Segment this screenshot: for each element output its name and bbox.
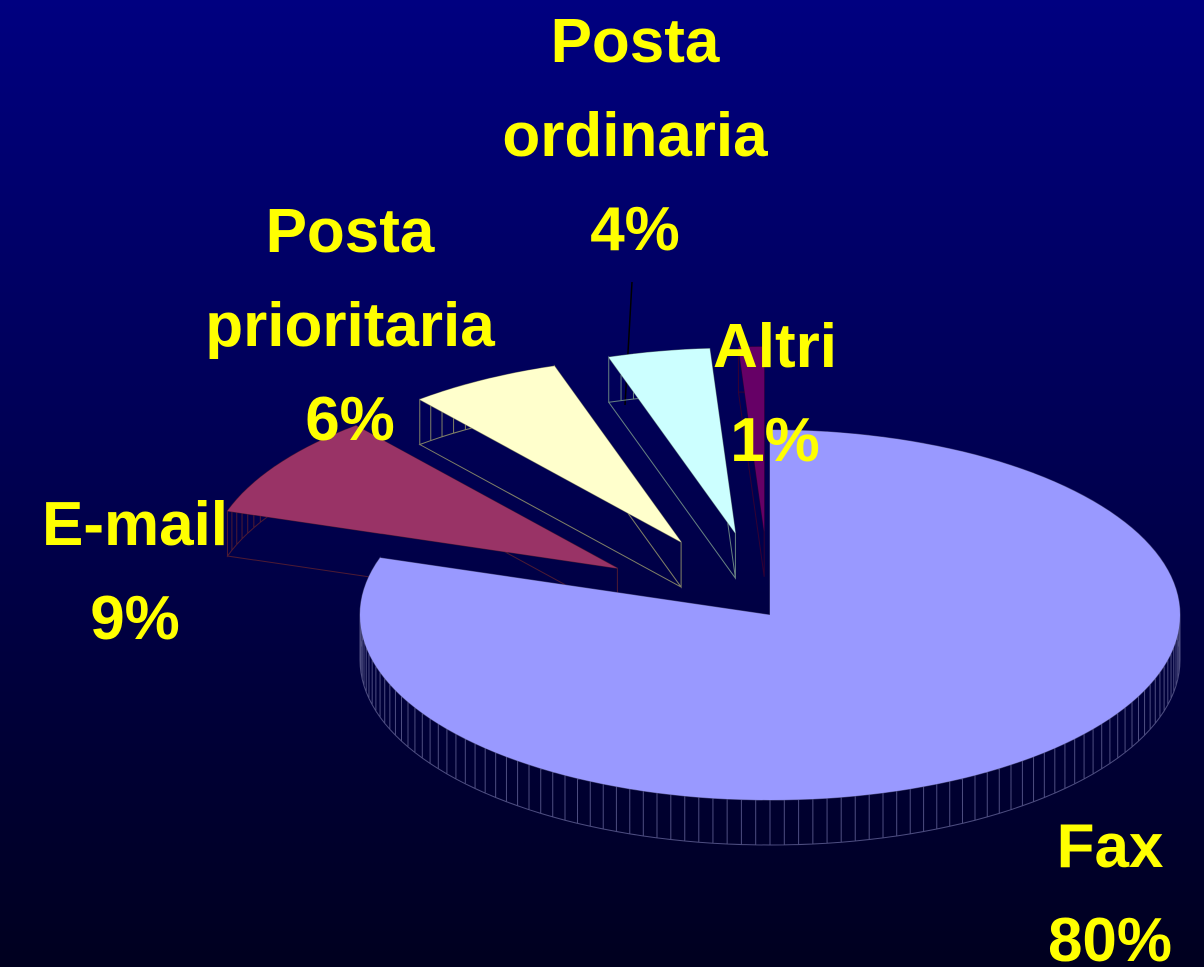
category-label: Fax (1056, 812, 1164, 881)
value-label: 1% (730, 406, 820, 475)
value-label: 9% (90, 584, 180, 653)
category-label: E-mail (41, 490, 229, 559)
leader-line (624, 281, 633, 406)
slice (419, 366, 682, 543)
slice-label: Altri 1% (695, 300, 855, 488)
value-label: 4% (590, 195, 680, 264)
value-label: 6% (305, 385, 395, 454)
slice (227, 425, 618, 569)
slice-label: Posta prioritaria 6% (200, 185, 500, 467)
slice-label: Posta ordinaria 4% (485, 0, 785, 277)
slice (360, 430, 1180, 800)
value-label: 80% (1047, 906, 1173, 967)
slice-label: E-mail 9% (0, 478, 275, 666)
category-label: Altri (713, 312, 837, 381)
slice (738, 346, 765, 532)
category-label: Posta ordinaria (502, 7, 768, 170)
slice-label: Fax 80% (1010, 800, 1204, 967)
category-label: Posta prioritaria (205, 197, 495, 360)
slice (608, 348, 736, 534)
